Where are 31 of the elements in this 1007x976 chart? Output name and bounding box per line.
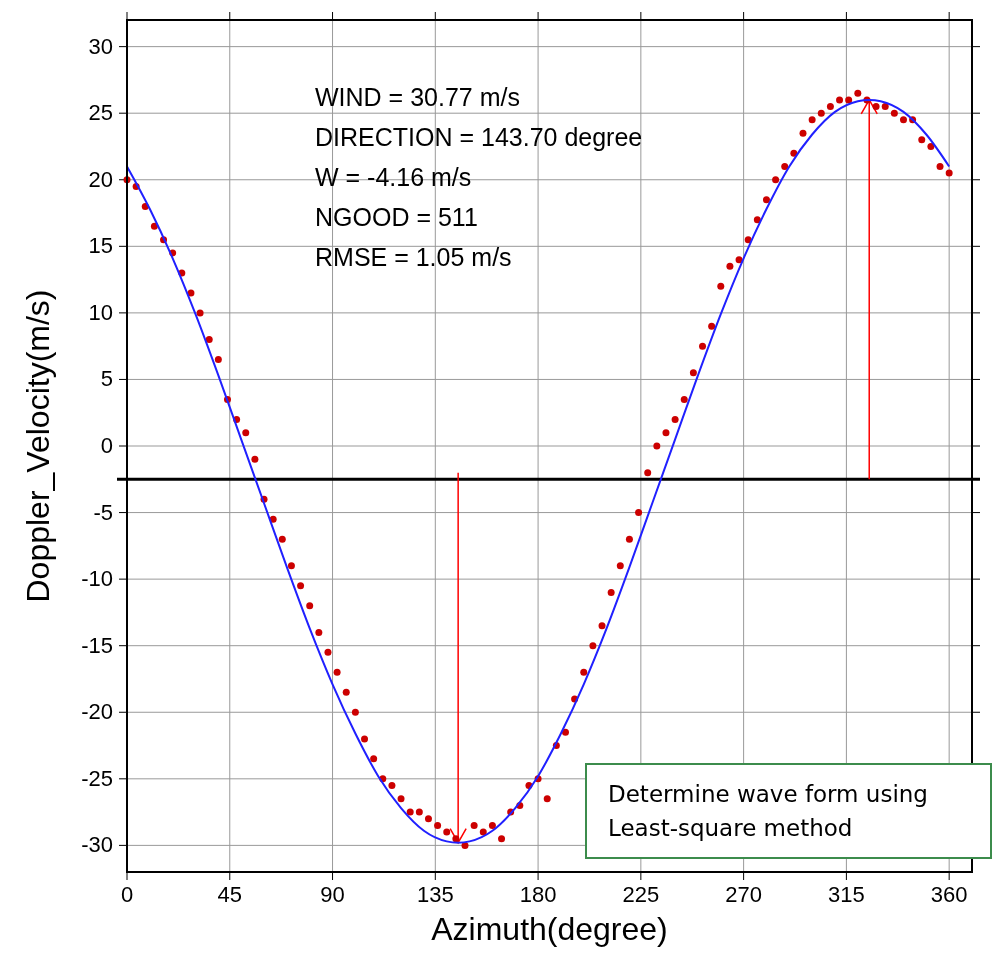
y-tick-label: -10 <box>81 566 113 592</box>
y-tick-label: 15 <box>88 233 113 259</box>
x-tick-label: 180 <box>519 882 557 907</box>
annotation: NGOOD = 511 <box>315 203 478 231</box>
y-tick-label: 0 <box>100 433 113 458</box>
y-tick-label: 5 <box>100 366 113 392</box>
y-tick-label: -30 <box>81 832 113 858</box>
annotation: DIRECTION = 143.70 degree <box>315 123 643 151</box>
annotation: Determine wave form using Least-square method <box>608 781 928 841</box>
y-tick-label: -20 <box>81 699 113 725</box>
text-box: Determine wave form using Least-square method <box>585 763 992 859</box>
annotation: RMSE = 1.05 m/s <box>315 243 512 271</box>
x-tick-label: 315 <box>828 882 865 907</box>
x-tick-label: 270 <box>725 882 762 907</box>
annotation: WIND = 30.77 m/s <box>315 83 520 111</box>
y-tick-label: -5 <box>93 499 113 525</box>
x-tick-label: 225 <box>622 882 660 907</box>
y-tick-label: 20 <box>88 166 113 192</box>
y-tick-label: -25 <box>81 765 113 791</box>
x-tick-label: 360 <box>930 882 968 907</box>
y-tick-label: 10 <box>88 299 113 325</box>
x-tick-label: 45 <box>217 882 243 907</box>
y-axis-title: Doppler_Velocity(m/s) <box>20 289 56 603</box>
x-tick-label: 135 <box>416 882 454 907</box>
annotation: W = -4.16 m/s <box>315 163 472 191</box>
x-tick-label: 90 <box>320 882 345 907</box>
x-axis-title: Azimuth(degree) <box>431 911 668 947</box>
y-tick-label: 30 <box>88 33 113 59</box>
x-tick-label: 0 <box>120 882 134 907</box>
y-tick-label: 25 <box>88 100 113 126</box>
y-tick-label: -15 <box>81 632 113 658</box>
